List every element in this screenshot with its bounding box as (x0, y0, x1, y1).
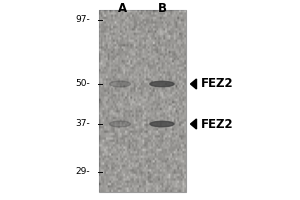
Text: FEZ2: FEZ2 (201, 77, 234, 90)
Ellipse shape (150, 81, 174, 87)
Text: A: A (118, 1, 127, 15)
Text: 37-: 37- (75, 119, 90, 129)
Polygon shape (190, 79, 196, 89)
Ellipse shape (110, 81, 130, 87)
Text: 29-: 29- (75, 168, 90, 176)
Text: FEZ2: FEZ2 (201, 117, 234, 130)
Text: 97-: 97- (75, 16, 90, 24)
Text: B: B (158, 1, 166, 15)
Text: 50-: 50- (75, 79, 90, 88)
Polygon shape (190, 119, 196, 129)
FancyBboxPatch shape (99, 10, 186, 192)
Ellipse shape (110, 121, 130, 127)
Ellipse shape (150, 121, 174, 127)
